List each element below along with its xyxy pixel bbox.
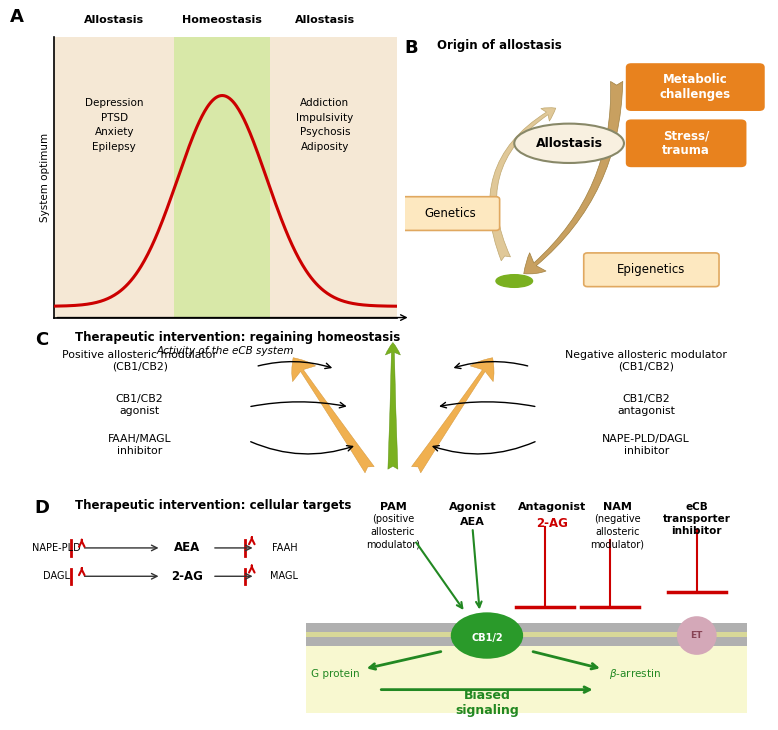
Text: NAM: NAM (603, 502, 632, 512)
Text: (positive
allosteric
modulator): (positive allosteric modulator) (366, 515, 420, 549)
Text: Metabolic
challenges: Metabolic challenges (660, 73, 731, 101)
Text: DAGL: DAGL (43, 572, 70, 581)
Text: C: C (35, 331, 48, 349)
FancyBboxPatch shape (401, 196, 499, 231)
Ellipse shape (496, 274, 532, 288)
Text: Therapeutic intervention: regaining homeostasis: Therapeutic intervention: regaining home… (75, 331, 400, 344)
Text: Negative allosteric modulator
(CB1/CB2): Negative allosteric modulator (CB1/CB2) (565, 350, 727, 372)
Text: FAAH/MAGL
inhibitor: FAAH/MAGL inhibitor (108, 434, 171, 456)
FancyBboxPatch shape (584, 253, 719, 287)
Bar (306, 623, 748, 631)
Text: NAPE-PLD: NAPE-PLD (32, 543, 81, 553)
Text: (negative
allosteric
modulator): (negative allosteric modulator) (591, 515, 644, 549)
Text: A: A (10, 8, 24, 26)
Text: AEA: AEA (460, 517, 485, 527)
Text: $\beta$-arrestin: $\beta$-arrestin (609, 667, 661, 681)
Text: CB1/CB2
agonist: CB1/CB2 agonist (116, 394, 163, 415)
Text: Origin of allostasis: Origin of allostasis (437, 39, 562, 53)
Ellipse shape (514, 123, 624, 163)
Y-axis label: System optimum: System optimum (40, 132, 51, 222)
Text: Homeostasis: Homeostasis (182, 15, 262, 26)
Bar (306, 631, 748, 637)
Text: Epigenetics: Epigenetics (617, 264, 685, 276)
Text: Antagonist: Antagonist (518, 502, 586, 512)
Text: Allostasis: Allostasis (84, 15, 145, 26)
Text: Addiction
Impulsivity
Psychosis
Adiposity: Addiction Impulsivity Psychosis Adiposit… (296, 99, 353, 152)
Text: Agonist: Agonist (449, 502, 496, 512)
Text: ET: ET (691, 631, 703, 640)
Text: Positive allosteric modulator
(CB1/CB2): Positive allosteric modulator (CB1/CB2) (62, 350, 217, 372)
Text: 2-AG: 2-AG (170, 570, 202, 583)
FancyBboxPatch shape (626, 120, 746, 167)
Text: G protein: G protein (310, 669, 359, 679)
Bar (306, 637, 748, 646)
Text: B: B (405, 39, 419, 58)
Text: CB1/CB2
antagonist: CB1/CB2 antagonist (617, 394, 675, 415)
Text: MAGL: MAGL (271, 572, 298, 581)
Text: NAPE-PLD/DAGL
inhibitor: NAPE-PLD/DAGL inhibitor (602, 434, 690, 456)
Text: AEA: AEA (173, 542, 200, 554)
Text: Genetics: Genetics (424, 207, 476, 220)
Text: Biased
signaling: Biased signaling (455, 688, 519, 717)
Ellipse shape (677, 616, 717, 655)
Text: 2-AG: 2-AG (536, 517, 568, 530)
FancyBboxPatch shape (626, 64, 765, 111)
Text: Stress/
trauma: Stress/ trauma (662, 129, 710, 157)
Text: CB1/2: CB1/2 (471, 633, 503, 643)
Text: PAM: PAM (380, 502, 406, 512)
Text: Activity of the eCB system: Activity of the eCB system (157, 346, 294, 356)
Bar (174, 36, 270, 318)
Text: eCB
transporter
inhibitor: eCB transporter inhibitor (663, 502, 731, 537)
Text: Allostasis: Allostasis (295, 15, 355, 26)
Text: D: D (35, 499, 50, 517)
Text: Allostasis: Allostasis (535, 137, 603, 150)
Bar (306, 646, 748, 712)
Text: FAAH: FAAH (272, 543, 297, 553)
Ellipse shape (450, 612, 523, 658)
Text: Depression
PTSD
Anxiety
Epilepsy: Depression PTSD Anxiety Epilepsy (85, 99, 144, 152)
Text: Therapeutic intervention: cellular targets: Therapeutic intervention: cellular targe… (75, 499, 351, 512)
